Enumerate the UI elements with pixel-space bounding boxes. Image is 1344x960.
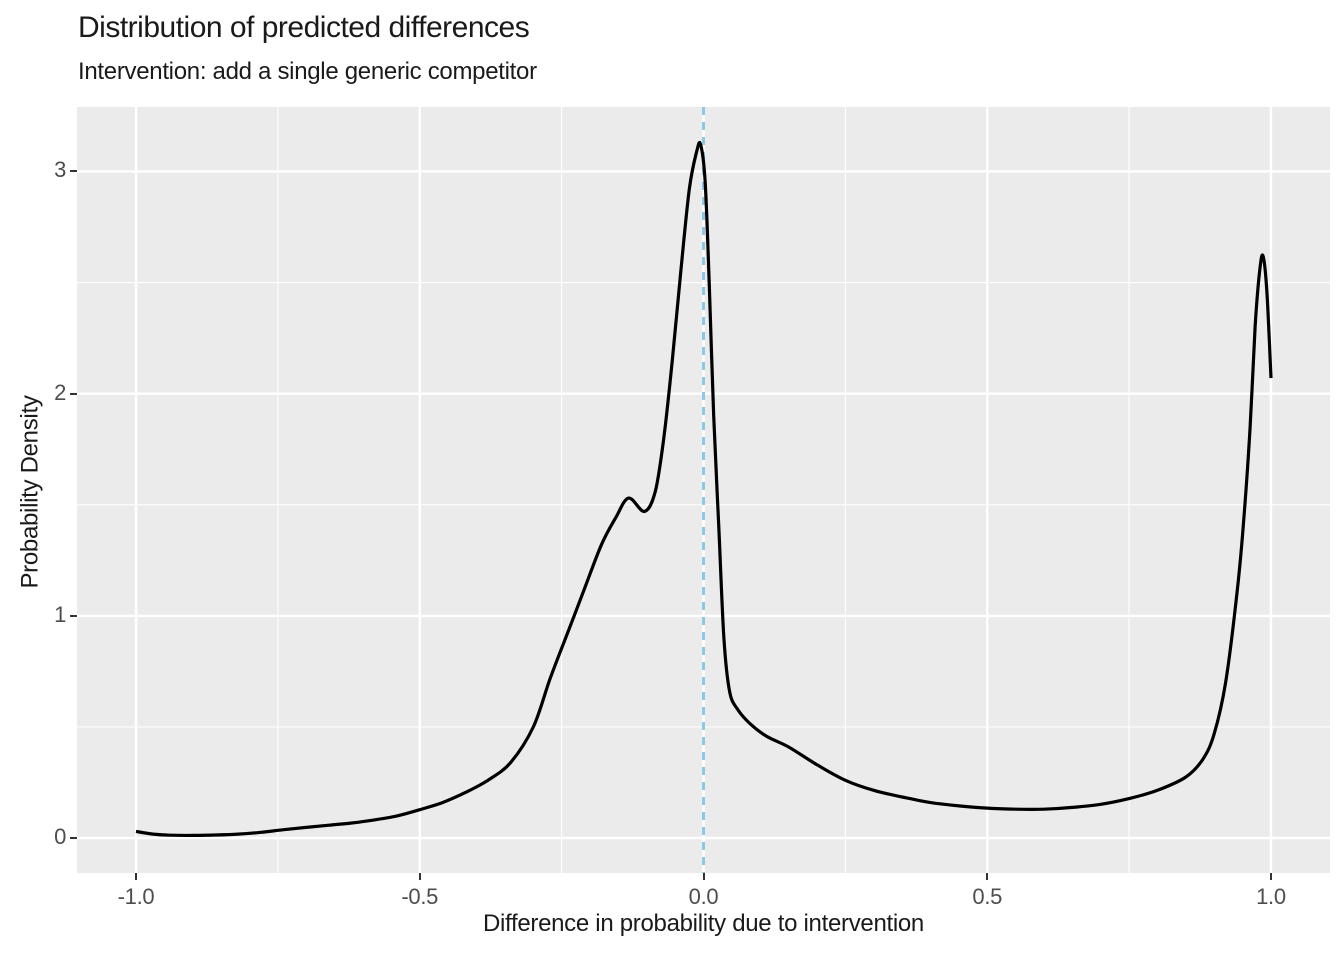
y-axis-tick-mark — [70, 837, 77, 840]
density-curve-canvas — [77, 107, 1330, 873]
x-tick-label: 1.0 — [1256, 884, 1286, 909]
x-axis-title: Difference in probability due to interve… — [482, 910, 924, 937]
x-axis-tick-mark — [135, 873, 138, 880]
y-axis-tick-mark — [70, 614, 77, 617]
x-axis-tick-mark — [1269, 873, 1272, 880]
y-tick-label: 1 — [54, 601, 66, 627]
x-tick-label: 0.5 — [972, 884, 1003, 909]
plot-title: Distribution of predicted differences — [78, 11, 530, 44]
x-axis-tick-mark — [702, 873, 705, 880]
x-tick-label: -1.0 — [117, 884, 155, 909]
plot-subtitle: Intervention: add a single generic compe… — [78, 58, 537, 85]
x-axis-tick-mark — [418, 873, 421, 880]
y-tick-label: 3 — [54, 157, 66, 183]
y-axis-tick-mark — [70, 170, 77, 173]
y-tick-label: 2 — [54, 379, 66, 405]
x-axis-tick-mark — [986, 873, 989, 880]
y-axis-tick-mark — [70, 392, 77, 395]
x-tick-label: -0.5 — [401, 884, 439, 909]
density-curve — [135, 140, 1273, 838]
y-tick-label: 0 — [54, 824, 66, 850]
y-axis-title: Probability Density — [16, 395, 44, 589]
x-tick-label: 0.0 — [688, 884, 719, 909]
